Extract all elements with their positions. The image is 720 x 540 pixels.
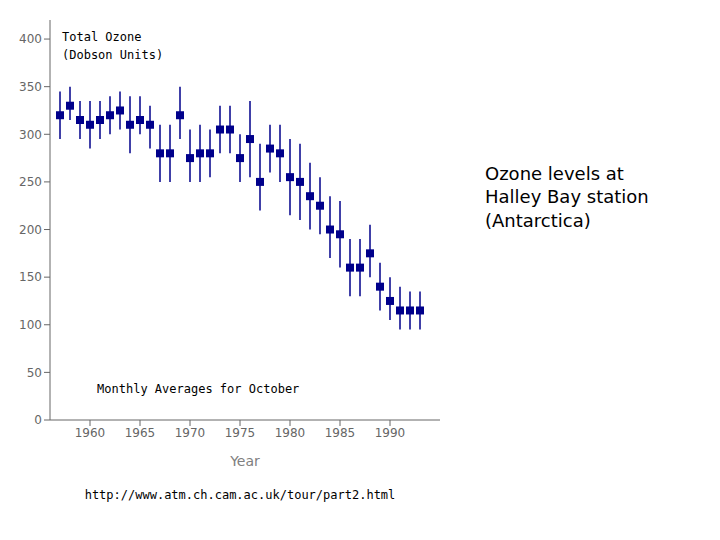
svg-text:Year: Year	[229, 453, 260, 469]
svg-text:1975: 1975	[225, 426, 256, 440]
svg-text:300: 300	[19, 128, 42, 142]
svg-text:50: 50	[27, 366, 42, 380]
svg-text:200: 200	[19, 223, 42, 237]
html-text:Total Ozone (Dobson Units): Total Ozone (Dobson Units)	[62, 30, 164, 62]
html-text:Ozone levels at Halley Bay sta: Ozone levels at Halley Bay station (Anta…	[485, 163, 649, 231]
svg-text:350: 350	[19, 80, 42, 94]
svg-text:400: 400	[19, 32, 42, 46]
svg-text:100: 100	[19, 318, 42, 332]
html-text:http://www.atm.ch.cam.ac.uk/to: http://www.atm.ch.cam.ac.uk/tour/part2.h…	[84, 488, 396, 502]
svg-text:1970: 1970	[175, 426, 206, 440]
svg-text:1980: 1980	[275, 426, 306, 440]
svg-text:1985: 1985	[325, 426, 356, 440]
svg-text:150: 150	[19, 270, 42, 284]
svg-text:0: 0	[34, 413, 42, 427]
svg-text:250: 250	[19, 175, 42, 189]
svg-text:1990: 1990	[375, 426, 406, 440]
svg-text:1960: 1960	[75, 426, 106, 440]
svg-text:1965: 1965	[125, 426, 156, 440]
html-text:Monthly Averages for October: Monthly Averages for October	[97, 382, 300, 396]
